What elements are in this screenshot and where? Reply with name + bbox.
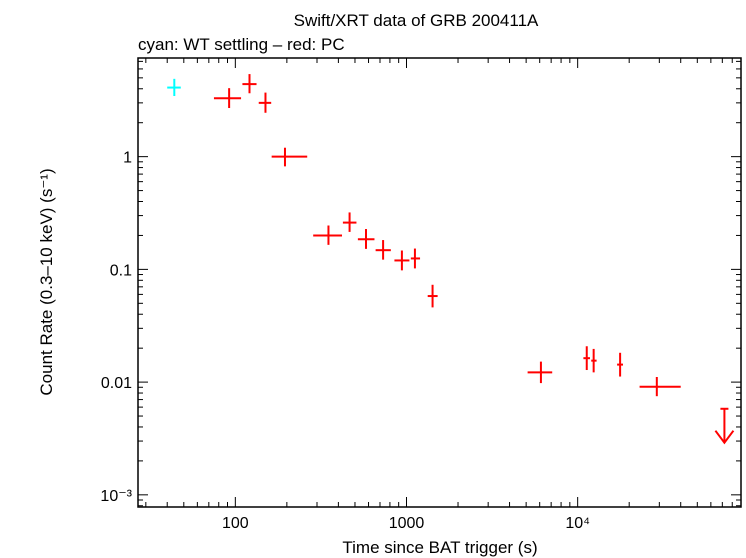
plot-frame [137,57,742,508]
axis-ticks [138,58,742,507]
data-point [375,240,391,260]
data-point [342,212,357,232]
data-point [639,376,681,397]
x-axis-label: Time since BAT trigger (s) [342,538,537,557]
y-axis-label: Count Rate (0.3–10 keV) (s⁻¹) [37,168,56,395]
x-tick-label: 10⁴ [565,515,590,532]
upper-limit-arrowhead [714,430,735,445]
chart-title: Swift/XRT data of GRB 200411A [294,11,539,30]
data-point [313,225,343,245]
data-point [714,407,735,445]
data-point [427,284,438,308]
y-tick-label: 0.1 [110,262,132,279]
x-tick-label: 1000 [389,515,425,532]
y-tick-label: 1 [123,150,132,167]
data-point [213,88,242,109]
data-point [410,248,421,269]
data-point [167,78,181,97]
data-point [242,74,257,94]
data-point [258,92,272,113]
y-tick-label: 10⁻³ [100,488,132,505]
data-point [394,250,410,271]
data-points [167,74,735,445]
data-point [271,147,308,167]
data-point [357,229,375,249]
chart-subtitle: cyan: WT settling – red: PC [138,35,345,54]
data-point [617,352,623,377]
data-point [527,361,553,384]
x-tick-label: 100 [222,515,249,532]
data-point [591,348,597,373]
y-tick-label: 0.01 [101,375,132,392]
axis-tick-labels: 100 1000 10⁴ 1 0.1 0.01 10⁻³ [100,150,590,532]
data-point [583,346,590,371]
